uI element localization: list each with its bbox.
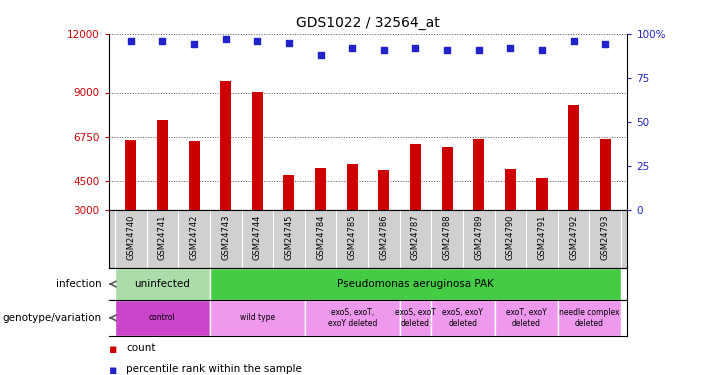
Bar	[305, 300, 400, 336]
Bar	[600, 138, 611, 210]
Bar	[400, 300, 431, 336]
Text: percentile rank within the sample: percentile rank within the sample	[126, 364, 302, 374]
Bar	[442, 147, 453, 210]
Bar	[536, 178, 547, 210]
Text: GSM24744: GSM24744	[253, 214, 261, 260]
Bar	[115, 300, 210, 336]
Point	[473, 46, 484, 53]
Point	[283, 40, 294, 46]
Text: count: count	[126, 343, 156, 353]
Bar	[210, 300, 305, 336]
Bar	[558, 300, 621, 336]
Text: GSM24786: GSM24786	[379, 214, 388, 260]
Point	[410, 45, 421, 51]
Text: GSM24792: GSM24792	[569, 214, 578, 260]
Bar	[379, 170, 389, 210]
Bar	[210, 268, 621, 300]
Bar	[568, 105, 579, 210]
Text: uninfected: uninfected	[135, 279, 191, 289]
Bar	[347, 164, 358, 210]
Text: GSM24789: GSM24789	[475, 214, 483, 260]
Text: wild type: wild type	[240, 314, 275, 322]
Point	[379, 46, 390, 53]
Text: needle complex
deleted: needle complex deleted	[559, 308, 620, 327]
Text: exoS, exoT,
exoY deleted: exoS, exoT, exoY deleted	[327, 308, 377, 327]
Text: GSM24741: GSM24741	[158, 214, 167, 260]
Text: GSM24790: GSM24790	[506, 214, 515, 260]
Text: GSM24788: GSM24788	[442, 214, 451, 260]
Bar	[473, 138, 484, 210]
Text: Pseudomonas aeruginosa PAK: Pseudomonas aeruginosa PAK	[337, 279, 494, 289]
Text: GSM24793: GSM24793	[601, 214, 610, 260]
Point	[346, 45, 358, 51]
Bar	[410, 144, 421, 210]
Bar	[505, 169, 516, 210]
Bar	[157, 120, 168, 210]
Bar	[252, 92, 263, 210]
Bar	[283, 175, 294, 210]
Text: GSM24742: GSM24742	[189, 214, 198, 260]
Text: GSM24785: GSM24785	[348, 214, 357, 260]
Bar	[315, 168, 326, 210]
Text: genotype/variation: genotype/variation	[3, 313, 102, 323]
Text: GSM24787: GSM24787	[411, 214, 420, 260]
Text: GSM24784: GSM24784	[316, 214, 325, 260]
Text: ▪: ▪	[109, 364, 117, 375]
Text: infection: infection	[56, 279, 102, 289]
Point	[157, 38, 168, 44]
Point	[442, 46, 453, 53]
Text: GSM24740: GSM24740	[126, 214, 135, 260]
Point	[536, 46, 547, 53]
Bar	[494, 300, 558, 336]
Text: exoS, exoY
deleted: exoS, exoY deleted	[442, 308, 484, 327]
Bar	[220, 81, 231, 210]
Title: GDS1022 / 32564_at: GDS1022 / 32564_at	[296, 16, 440, 30]
Bar	[115, 268, 210, 300]
Point	[220, 36, 231, 42]
Bar	[189, 141, 200, 210]
Point	[599, 41, 611, 47]
Text: exoS, exoT
deleted: exoS, exoT deleted	[395, 308, 436, 327]
Bar	[431, 300, 494, 336]
Text: ▪: ▪	[109, 343, 117, 356]
Point	[189, 41, 200, 47]
Text: GSM24743: GSM24743	[222, 214, 230, 260]
Point	[568, 38, 579, 44]
Bar	[125, 140, 136, 210]
Point	[252, 38, 263, 44]
Text: GSM24745: GSM24745	[285, 214, 294, 260]
Point	[505, 45, 516, 51]
Text: GSM24791: GSM24791	[538, 214, 547, 260]
Point	[315, 52, 326, 58]
Text: control: control	[149, 314, 176, 322]
Point	[125, 38, 137, 44]
Text: exoT, exoY
deleted: exoT, exoY deleted	[506, 308, 547, 327]
